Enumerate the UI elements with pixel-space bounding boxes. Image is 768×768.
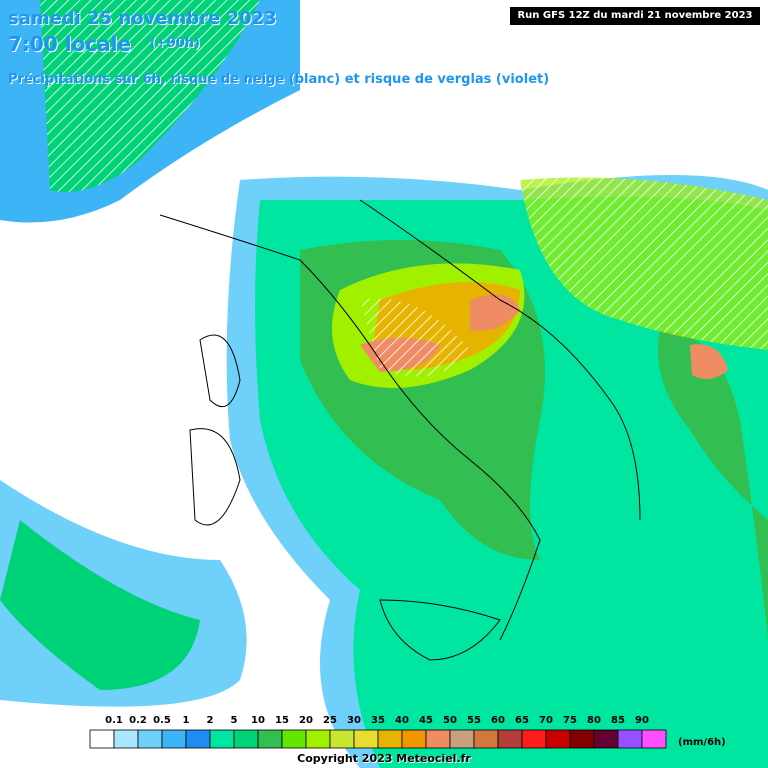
legend-label: 50 [443, 715, 457, 726]
legend-label: 5 [231, 715, 238, 726]
legend-swatch [89, 729, 115, 749]
legend-swatch [281, 729, 307, 749]
legend-swatch [545, 729, 571, 749]
legend-label: 75 [563, 715, 577, 726]
legend: 0.1 0.2 0.5 1 2 5 10 15 20 25 30 35 40 45 50 55 60 65 70 75… [89, 715, 726, 749]
legend-label: 1 [183, 715, 190, 726]
legend-label: 10 [251, 715, 265, 726]
legend-unit: (mm/6h) [678, 737, 726, 748]
legend-swatch [593, 729, 619, 749]
legend-swatch [305, 729, 331, 749]
legend-label: 55 [467, 715, 481, 726]
legend-label: 0.5 [153, 715, 171, 726]
legend-swatch [185, 729, 211, 749]
map-subtitle: Précipitations sur 6h, risque de neige (… [8, 72, 550, 87]
legend-swatch [161, 729, 187, 749]
legend-swatch [113, 729, 139, 749]
map-date: samedi 25 novembre 2023 [8, 8, 277, 29]
legend-label: 25 [323, 715, 337, 726]
legend-label: 15 [275, 715, 289, 726]
legend-label: 35 [371, 715, 385, 726]
legend-label: 0.2 [129, 715, 147, 726]
legend-swatch [209, 729, 235, 749]
legend-label: 40 [395, 715, 409, 726]
legend-swatch [497, 729, 523, 749]
legend-label: 20 [299, 715, 313, 726]
legend-swatch [521, 729, 547, 749]
legend-swatch [473, 729, 499, 749]
lead-time: (+90h) [150, 36, 201, 51]
legend-label: 80 [587, 715, 601, 726]
legend-label: 0.1 [105, 715, 123, 726]
legend-swatch [641, 729, 667, 749]
legend-label: 90 [635, 715, 649, 726]
legend-swatch [377, 729, 403, 749]
legend-swatch [353, 729, 379, 749]
legend-swatch [401, 729, 427, 749]
legend-label: 30 [347, 715, 361, 726]
legend-swatch [233, 729, 259, 749]
legend-swatch [569, 729, 595, 749]
legend-swatch [257, 729, 283, 749]
legend-label: 70 [539, 715, 553, 726]
legend-label: 60 [491, 715, 505, 726]
legend-label: 65 [515, 715, 529, 726]
coastlines [159, 199, 641, 661]
legend-label: 2 [207, 715, 214, 726]
legend-label: 45 [419, 715, 433, 726]
legend-swatch [425, 729, 451, 749]
map-time: 7:00 locale [8, 32, 132, 56]
legend-swatch [329, 729, 355, 749]
legend-swatch [137, 729, 163, 749]
run-info: Run GFS 12Z du mardi 21 novembre 2023 [510, 7, 760, 25]
legend-swatch [449, 729, 475, 749]
legend-label: 85 [611, 715, 625, 726]
legend-swatch [617, 729, 643, 749]
copyright: Copyright 2023 Meteociel.fr [297, 752, 471, 765]
